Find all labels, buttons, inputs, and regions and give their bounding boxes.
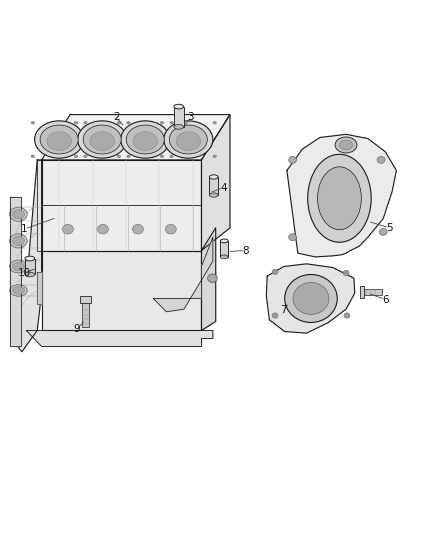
Ellipse shape	[174, 125, 184, 129]
Ellipse shape	[307, 155, 371, 242]
Polygon shape	[26, 330, 213, 346]
Text: 6: 6	[382, 295, 389, 304]
Text: 1: 1	[21, 224, 28, 234]
Ellipse shape	[377, 157, 385, 164]
Ellipse shape	[10, 285, 27, 296]
Ellipse shape	[133, 132, 158, 150]
Ellipse shape	[62, 224, 73, 234]
Polygon shape	[10, 197, 21, 346]
Ellipse shape	[12, 209, 25, 219]
Polygon shape	[42, 160, 201, 251]
Ellipse shape	[40, 125, 78, 154]
Polygon shape	[42, 115, 230, 160]
Ellipse shape	[209, 175, 218, 179]
Ellipse shape	[25, 256, 35, 261]
Ellipse shape	[289, 233, 297, 241]
Polygon shape	[266, 264, 355, 333]
Ellipse shape	[47, 132, 71, 150]
Ellipse shape	[12, 287, 25, 294]
Polygon shape	[37, 160, 42, 251]
Ellipse shape	[78, 121, 127, 158]
Ellipse shape	[335, 137, 357, 153]
Ellipse shape	[127, 155, 130, 158]
Text: 5: 5	[386, 223, 393, 233]
Polygon shape	[153, 237, 213, 312]
Ellipse shape	[126, 125, 164, 154]
Polygon shape	[201, 115, 230, 251]
Ellipse shape	[174, 104, 184, 109]
Bar	[82, 303, 88, 327]
Ellipse shape	[170, 155, 173, 158]
Ellipse shape	[10, 207, 27, 221]
Text: 10: 10	[18, 268, 31, 278]
Ellipse shape	[74, 155, 78, 158]
Bar	[25, 259, 35, 274]
Ellipse shape	[285, 274, 337, 322]
Ellipse shape	[83, 125, 121, 154]
Ellipse shape	[176, 132, 201, 150]
Ellipse shape	[12, 262, 25, 271]
Ellipse shape	[90, 132, 114, 150]
Ellipse shape	[84, 155, 87, 158]
Ellipse shape	[213, 122, 216, 124]
Polygon shape	[201, 228, 216, 330]
Ellipse shape	[208, 274, 217, 282]
Ellipse shape	[117, 122, 121, 124]
Ellipse shape	[272, 269, 278, 274]
Text: 2: 2	[113, 112, 120, 122]
Ellipse shape	[160, 155, 164, 158]
Bar	[220, 241, 228, 257]
Ellipse shape	[12, 236, 25, 246]
Ellipse shape	[170, 125, 207, 154]
Ellipse shape	[74, 122, 78, 124]
Ellipse shape	[379, 229, 387, 236]
Bar	[209, 177, 218, 195]
Ellipse shape	[220, 255, 228, 259]
Ellipse shape	[10, 260, 27, 273]
Ellipse shape	[121, 121, 170, 158]
Ellipse shape	[31, 122, 35, 124]
Bar	[364, 289, 382, 295]
Ellipse shape	[318, 167, 361, 230]
Ellipse shape	[127, 122, 130, 124]
Text: 4: 4	[220, 183, 227, 192]
Text: 8: 8	[242, 246, 249, 255]
Ellipse shape	[272, 313, 278, 318]
Polygon shape	[37, 272, 42, 304]
Polygon shape	[287, 134, 396, 257]
Ellipse shape	[213, 155, 216, 158]
Ellipse shape	[25, 272, 35, 277]
Ellipse shape	[293, 282, 329, 314]
Ellipse shape	[84, 122, 87, 124]
Ellipse shape	[343, 270, 349, 276]
Text: 7: 7	[280, 305, 287, 315]
Bar	[80, 296, 91, 303]
Ellipse shape	[31, 155, 35, 158]
Ellipse shape	[209, 193, 218, 197]
Ellipse shape	[97, 224, 108, 234]
Ellipse shape	[160, 122, 164, 124]
Ellipse shape	[117, 155, 121, 158]
Ellipse shape	[10, 234, 27, 248]
Polygon shape	[12, 160, 42, 352]
Ellipse shape	[166, 224, 176, 234]
Ellipse shape	[220, 239, 228, 243]
Ellipse shape	[164, 121, 213, 158]
Ellipse shape	[35, 121, 84, 158]
Text: 3: 3	[187, 112, 194, 122]
Ellipse shape	[344, 313, 350, 318]
Text: 9: 9	[73, 325, 80, 334]
Polygon shape	[42, 251, 201, 330]
Ellipse shape	[289, 157, 297, 164]
Bar	[174, 107, 184, 127]
Ellipse shape	[132, 224, 143, 234]
Ellipse shape	[170, 122, 173, 124]
Ellipse shape	[339, 140, 353, 150]
Bar	[360, 286, 364, 298]
